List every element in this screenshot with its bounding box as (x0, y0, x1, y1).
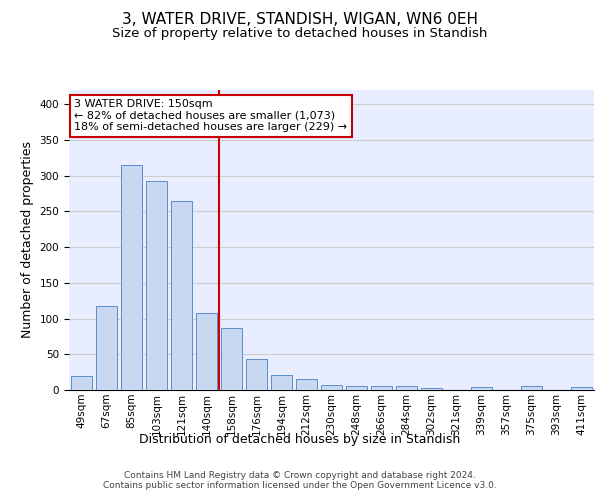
Bar (471, 387, 492, 390)
Bar (221, 328, 242, 390)
Text: Distribution of detached houses by size in Standish: Distribution of detached houses by size … (139, 432, 461, 446)
Bar (246, 358, 267, 390)
Bar (271, 375, 292, 390)
Bar (196, 313, 217, 390)
Text: Size of property relative to detached houses in Standish: Size of property relative to detached ho… (112, 28, 488, 40)
Text: Contains HM Land Registry data © Crown copyright and database right 2024.
Contai: Contains HM Land Registry data © Crown c… (103, 470, 497, 490)
Y-axis label: Number of detached properties: Number of detached properties (21, 142, 34, 338)
Bar (346, 386, 367, 390)
Bar (121, 165, 142, 390)
Bar (296, 378, 317, 390)
Bar (171, 200, 192, 390)
Bar (146, 180, 167, 390)
Bar (96, 306, 117, 390)
Bar (371, 386, 392, 390)
Bar (71, 376, 92, 390)
Text: 3, WATER DRIVE, STANDISH, WIGAN, WN6 0EH: 3, WATER DRIVE, STANDISH, WIGAN, WN6 0EH (122, 12, 478, 28)
Bar (421, 388, 442, 390)
Bar (321, 385, 342, 390)
Text: 3 WATER DRIVE: 150sqm
← 82% of detached houses are smaller (1,073)
18% of semi-d: 3 WATER DRIVE: 150sqm ← 82% of detached … (74, 99, 347, 132)
Bar (571, 387, 592, 390)
Bar (396, 386, 417, 390)
Bar (521, 386, 542, 390)
